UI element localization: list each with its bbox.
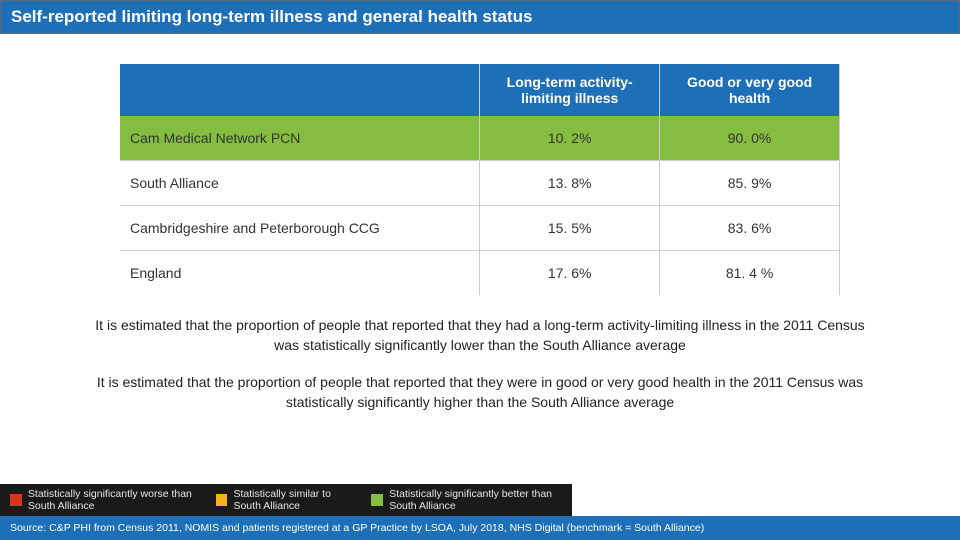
- legend-item-worse: Statistically significantly worse than S…: [10, 488, 202, 512]
- row-value-health: 85. 9%: [660, 161, 840, 206]
- health-table: Long-term activity-limiting illness Good…: [120, 64, 840, 295]
- row-value-health: 81. 4 %: [660, 251, 840, 296]
- row-label: Cambridgeshire and Peterborough CCG: [120, 206, 480, 251]
- table-row: South Alliance 13. 8% 85. 9%: [120, 161, 840, 206]
- row-label: Cam Medical Network PCN: [120, 116, 480, 161]
- row-value-health: 83. 6%: [660, 206, 840, 251]
- row-value-illness: 10. 2%: [480, 116, 660, 161]
- row-value-health: 90. 0%: [660, 116, 840, 161]
- note-paragraph-1: It is estimated that the proportion of p…: [90, 315, 870, 356]
- legend-label: Statistically significantly worse than S…: [28, 488, 202, 512]
- row-value-illness: 13. 8%: [480, 161, 660, 206]
- health-table-container: Long-term activity-limiting illness Good…: [120, 64, 840, 295]
- row-value-illness: 15. 5%: [480, 206, 660, 251]
- row-value-illness: 17. 6%: [480, 251, 660, 296]
- notes-block: It is estimated that the proportion of p…: [90, 315, 870, 412]
- table-row: Cam Medical Network PCN 10. 2% 90. 0%: [120, 116, 840, 161]
- footer: Statistically significantly worse than S…: [0, 484, 960, 540]
- swatch-green-icon: [371, 494, 383, 506]
- legend-label: Statistically significantly better than …: [389, 488, 562, 512]
- legend-item-better: Statistically significantly better than …: [371, 488, 562, 512]
- col-header-blank: [120, 64, 480, 116]
- swatch-amber-icon: [216, 494, 228, 506]
- table-row: England 17. 6% 81. 4 %: [120, 251, 840, 296]
- page-title: Self-reported limiting long-term illness…: [0, 0, 960, 34]
- table-row: Cambridgeshire and Peterborough CCG 15. …: [120, 206, 840, 251]
- source-footer: Source: C&P PHI from Census 2011, NOMIS …: [0, 516, 960, 540]
- swatch-red-icon: [10, 494, 22, 506]
- legend-label: Statistically similar to South Alliance: [233, 488, 357, 512]
- row-label: South Alliance: [120, 161, 480, 206]
- row-label: England: [120, 251, 480, 296]
- col-header-illness: Long-term activity-limiting illness: [480, 64, 660, 116]
- col-header-good-health: Good or very good health: [660, 64, 840, 116]
- significance-legend: Statistically significantly worse than S…: [0, 484, 572, 516]
- legend-item-similar: Statistically similar to South Alliance: [216, 488, 358, 512]
- note-paragraph-2: It is estimated that the proportion of p…: [90, 372, 870, 413]
